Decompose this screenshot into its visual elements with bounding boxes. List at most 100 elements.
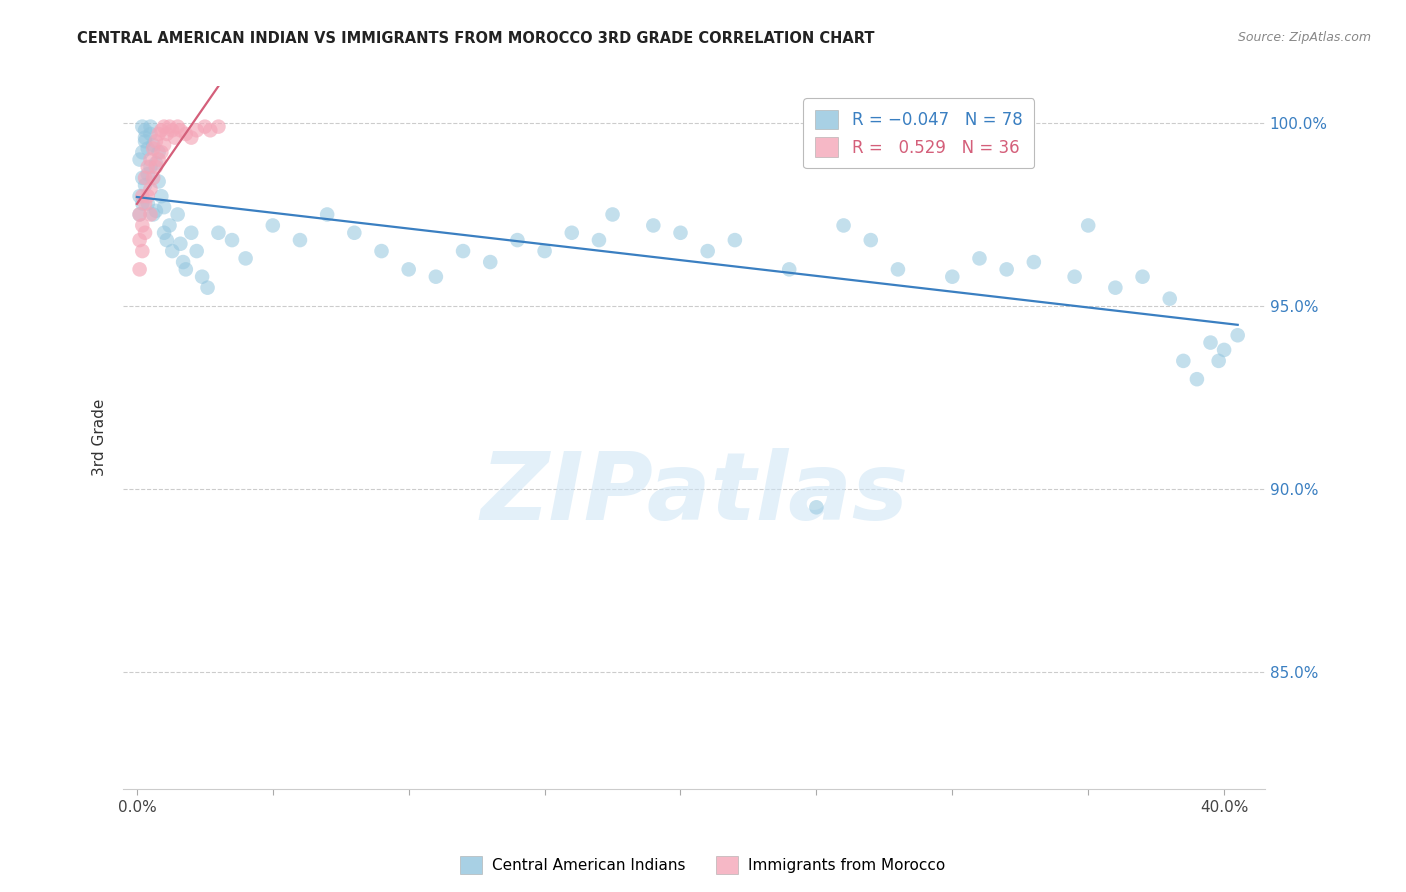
Point (145, 134, 167, 148)
Legend: R = −0.047   N = 78, R =   0.529   N = 36: R = −0.047 N = 78, R = 0.529 N = 36 (803, 98, 1033, 169)
Text: CENTRAL AMERICAN INDIAN VS IMMIGRANTS FROM MOROCCO 3RD GRADE CORRELATION CHART: CENTRAL AMERICAN INDIAN VS IMMIGRANTS FR… (77, 31, 875, 46)
Point (148, 175, 170, 189)
Point (207, 226, 229, 240)
Point (136, 160, 159, 174)
Point (134, 226, 156, 240)
Point (131, 145, 153, 160)
Point (156, 233, 179, 247)
Y-axis label: 3rd Grade: 3rd Grade (93, 399, 107, 476)
Point (806, 500, 828, 515)
Point (134, 170, 156, 185)
Point (131, 170, 153, 185)
Point (194, 120, 217, 134)
Point (148, 127, 170, 141)
Point (159, 219, 181, 233)
Point (145, 160, 167, 174)
Point (136, 196, 159, 211)
Point (1199, 335, 1222, 350)
Point (128, 207, 150, 221)
Point (153, 200, 176, 214)
Point (169, 123, 191, 137)
Point (235, 252, 257, 266)
Point (1226, 328, 1249, 343)
Point (134, 196, 156, 211)
Point (128, 262, 150, 277)
Point (136, 142, 159, 156)
Point (153, 226, 176, 240)
Point (169, 236, 191, 251)
Point (859, 233, 882, 247)
Point (174, 262, 197, 277)
Point (134, 123, 156, 137)
Point (134, 130, 156, 145)
Point (163, 130, 186, 145)
Point (221, 233, 243, 247)
Point (172, 255, 194, 269)
Point (1208, 354, 1230, 368)
Point (134, 178, 156, 193)
Point (588, 233, 610, 247)
Point (139, 182, 162, 196)
Point (166, 120, 188, 134)
Point (398, 262, 420, 277)
Point (1213, 343, 1236, 357)
Point (1077, 219, 1099, 233)
Point (200, 123, 222, 137)
Point (131, 219, 153, 233)
Point (197, 281, 219, 295)
Point (128, 207, 150, 221)
Point (136, 167, 159, 181)
Point (128, 233, 150, 247)
Point (148, 145, 170, 160)
Point (142, 142, 165, 156)
Point (479, 255, 502, 269)
Point (131, 120, 153, 134)
Point (131, 244, 153, 258)
Point (1063, 269, 1085, 284)
Point (156, 127, 179, 141)
Legend: Central American Indians, Immigrants from Morocco: Central American Indians, Immigrants fro… (454, 850, 952, 880)
Point (506, 233, 529, 247)
Point (153, 120, 176, 134)
Point (724, 233, 747, 247)
Point (1173, 354, 1195, 368)
Point (643, 219, 665, 233)
Point (969, 252, 991, 266)
Point (139, 120, 162, 134)
Point (139, 207, 162, 221)
Text: ZIPatlas: ZIPatlas (479, 448, 908, 540)
Point (343, 226, 366, 240)
Point (602, 207, 624, 221)
Point (1022, 255, 1045, 269)
Point (153, 137, 176, 152)
Point (186, 244, 208, 258)
Point (425, 269, 447, 284)
Point (1132, 269, 1154, 284)
Point (142, 207, 165, 221)
Point (191, 269, 214, 284)
Point (669, 226, 692, 240)
Point (832, 219, 855, 233)
Point (696, 244, 718, 258)
Point (131, 196, 153, 211)
Point (148, 153, 170, 167)
Point (186, 123, 208, 137)
Point (128, 153, 150, 167)
Point (142, 170, 165, 185)
Point (160, 244, 183, 258)
Point (131, 189, 153, 203)
Point (316, 207, 339, 221)
Point (139, 127, 162, 141)
Point (128, 189, 150, 203)
Point (941, 269, 963, 284)
Point (995, 262, 1018, 277)
Point (180, 130, 202, 145)
Point (451, 244, 474, 258)
Point (1159, 292, 1181, 306)
Point (150, 123, 173, 137)
Text: Source: ZipAtlas.com: Source: ZipAtlas.com (1237, 31, 1371, 45)
Point (778, 262, 800, 277)
Point (139, 153, 162, 167)
Point (1185, 372, 1208, 386)
Point (180, 226, 202, 240)
